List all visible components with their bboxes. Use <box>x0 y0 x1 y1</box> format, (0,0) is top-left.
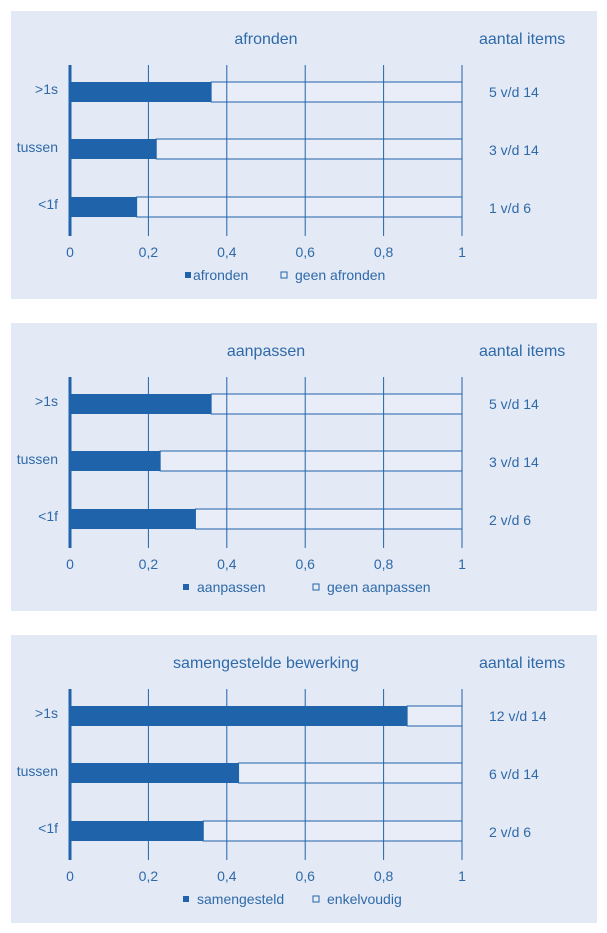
item-count: 3 v/d 14 <box>489 454 539 470</box>
bar-afronden-1 <box>70 139 157 159</box>
legend-swatch-1 <box>312 583 320 591</box>
x-tick-label: 0 <box>66 244 74 260</box>
chart-title: aanpassen <box>227 343 305 360</box>
bar-enkelvoudig-0 <box>406 705 463 727</box>
legend-label: aanpassen <box>197 579 266 595</box>
legend-label: samengesteld <box>197 891 284 907</box>
x-tick-label: 0 <box>66 556 74 572</box>
x-tick-label: 0,4 <box>217 556 237 572</box>
chart-afronden: afronden aantal items >1s 5 v/d 14 tussen 3 v… <box>17 31 566 283</box>
category-label: tussen <box>17 139 58 155</box>
chart-panel-samengestelde-bewerking: samengestelde bewerking aantal items >1s 12… <box>11 635 597 923</box>
x-tick-label: 0,8 <box>374 556 394 572</box>
bar-afronden-2 <box>70 197 137 217</box>
bar-aanpassen-1 <box>70 451 161 471</box>
item-count-header: aantal items <box>479 31 565 48</box>
legend-swatch-0 <box>185 272 191 278</box>
item-count: 3 v/d 14 <box>489 142 539 158</box>
x-tick-label: 1 <box>458 244 466 260</box>
chart-panel-aanpassen: aanpassen aantal items >1s 5 v/d 14 tussen 3 … <box>11 323 597 611</box>
bar-geen-afronden-2 <box>136 196 463 218</box>
chart-panel-afronden: afronden aantal items >1s 5 v/d 14 tussen 3 v… <box>11 11 597 299</box>
x-tick-label: 0,8 <box>374 244 394 260</box>
x-tick-label: 0,2 <box>139 556 159 572</box>
bar-samengesteld-0 <box>70 706 408 726</box>
category-label: >1s <box>35 705 58 721</box>
legend-swatch-0 <box>183 896 189 902</box>
bar-afronden-0 <box>70 82 212 102</box>
legend-label: afronden <box>193 267 248 283</box>
x-tick-label: 1 <box>458 868 466 884</box>
category-label: tussen <box>17 451 58 467</box>
category-label: <1f <box>38 196 58 212</box>
bar-aanpassen-0 <box>70 394 212 414</box>
bar-geen-aanpassen-1 <box>159 450 463 472</box>
category-label: tussen <box>17 763 58 779</box>
item-count: 2 v/d 6 <box>489 824 531 840</box>
legend-swatch-1 <box>312 895 320 903</box>
item-count: 1 v/d 6 <box>489 200 531 216</box>
category-label: <1f <box>38 508 58 524</box>
x-tick-label: 1 <box>458 556 466 572</box>
x-tick-label: 0,4 <box>217 244 237 260</box>
x-tick-label: 0,6 <box>295 868 315 884</box>
bar-samengesteld-1 <box>70 763 239 783</box>
x-tick-label: 0,6 <box>295 244 315 260</box>
x-tick-label: 0,2 <box>139 244 159 260</box>
bar-enkelvoudig-1 <box>238 762 463 784</box>
category-label: <1f <box>38 820 58 836</box>
x-tick-label: 0,8 <box>374 868 394 884</box>
legend-label: enkelvoudig <box>327 891 402 907</box>
item-count-header: aantal items <box>479 343 565 360</box>
bar-geen-afronden-0 <box>210 81 463 103</box>
item-count: 5 v/d 14 <box>489 396 539 412</box>
legend-swatch-0 <box>183 584 189 590</box>
item-count: 5 v/d 14 <box>489 84 539 100</box>
item-count: 6 v/d 14 <box>489 766 539 782</box>
legend-swatch-1 <box>280 271 288 279</box>
chart-aanpassen: aanpassen aantal items >1s 5 v/d 14 tussen 3 … <box>17 343 566 595</box>
bar-aanpassen-2 <box>70 509 196 529</box>
category-label: >1s <box>35 81 58 97</box>
chart-title: samengestelde bewerking <box>173 655 359 672</box>
bar-enkelvoudig-2 <box>202 820 463 842</box>
item-count: 12 v/d 14 <box>489 708 547 724</box>
item-count: 2 v/d 6 <box>489 512 531 528</box>
item-count-header: aantal items <box>479 655 565 672</box>
chart-samengestelde-bewerking: samengestelde bewerking aantal items>1s 12… <box>17 655 566 907</box>
bar-geen-aanpassen-0 <box>210 393 463 415</box>
legend-label: geen afronden <box>295 267 385 283</box>
category-label: >1s <box>35 393 58 409</box>
legend-label: geen aanpassen <box>327 579 431 595</box>
x-tick-label: 0 <box>66 868 74 884</box>
x-tick-label: 0,2 <box>139 868 159 884</box>
x-tick-label: 0,4 <box>217 868 237 884</box>
bar-geen-afronden-1 <box>155 138 463 160</box>
bar-geen-aanpassen-2 <box>194 508 463 530</box>
bar-samengesteld-2 <box>70 821 204 841</box>
chart-title: afronden <box>234 31 297 48</box>
x-tick-label: 0,6 <box>295 556 315 572</box>
